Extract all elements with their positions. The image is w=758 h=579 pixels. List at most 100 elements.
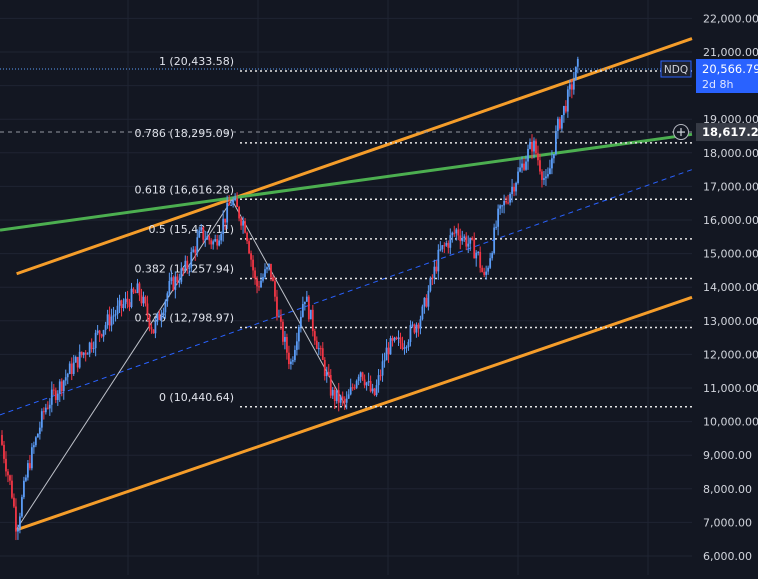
candle-body [270,263,272,278]
candle-body [423,297,426,307]
candle-body [425,297,428,307]
candle-body [403,347,406,349]
candle-body [260,280,262,288]
candle-body [307,296,310,320]
candle-body [72,362,75,374]
candle-body [23,480,25,498]
candle-body [297,326,300,342]
candle-body [560,115,563,129]
candle-body [409,325,412,342]
candle-body [266,267,268,270]
candle-body [525,161,527,170]
price-axis-tick-label: 21,000.00 [703,46,758,59]
candlesticks [1,56,579,541]
candle-body [487,267,490,272]
candle-body [413,324,416,333]
candle-body [443,245,446,247]
candle-body [196,237,199,253]
candle-body [236,198,239,207]
candle-body [164,301,167,313]
candle-body [465,236,468,247]
candle-body [315,340,318,349]
candle-body [375,385,378,396]
candle-body [102,330,105,337]
candle-body [513,186,515,192]
candle-body [200,227,203,231]
candle-body [128,302,131,308]
candle-body [417,324,420,329]
price-axis[interactable]: 6,000.00 7,000.00 8,000.00 9,000.00 10,000.0… [660,0,758,575]
price-overlays [0,68,692,141]
candle-body [343,398,346,403]
candle-body [82,352,85,356]
candle-body [359,372,362,377]
candle-body [32,445,35,448]
fib-level-label: 0 (10,440.64) [159,391,234,404]
candle-body [475,252,478,259]
candle-body [48,404,51,409]
candle-body [451,232,454,236]
candle-body [1,435,3,445]
candle-body [295,341,298,350]
candle-body [333,389,336,401]
candle-body [473,239,476,259]
candle-body [355,380,358,388]
candle-body [313,331,316,341]
candle-body [293,349,296,361]
candle-body [100,334,103,337]
candle-body [331,389,334,396]
candle-body [433,266,436,279]
candle-body [212,241,215,245]
candle-body [511,186,513,194]
candle-body [42,411,45,413]
candle-body [220,233,223,241]
candle-body [457,229,460,236]
candle-body [156,313,159,322]
candle-body [54,390,57,400]
candle-body [126,298,129,303]
candle-body [242,221,244,226]
price-axis-background [694,0,758,575]
candle-body [483,272,486,275]
candle-body [15,506,17,532]
candle-body [108,314,111,326]
candle-body [110,316,113,326]
candle-body [94,332,97,349]
candle-body [549,168,551,175]
candle-body [521,163,523,168]
candle-body [166,293,169,302]
candle-body [329,374,332,396]
candle-body [361,372,364,380]
candle-body [36,433,39,438]
candle-body [150,327,153,330]
price-axis-tick-label: 13,000.00 [703,315,758,328]
candle-body [192,249,195,253]
price-axis-tick-label: 7,000.00 [703,516,752,529]
candle-body [13,497,15,507]
candle-body [104,325,107,331]
candle-body [529,142,531,149]
candle-body [276,296,278,317]
candle-body [252,259,254,271]
candle-body [495,226,498,228]
symbol-badge[interactable]: NDQ [660,60,692,78]
candle-body [365,382,368,386]
candle-body [341,396,344,399]
candle-body [369,381,372,392]
candle-body [319,348,322,350]
price-axis-tick-label: 6,000.00 [703,550,752,563]
candle-body [3,444,5,459]
candle-body [248,241,250,254]
candle-body [84,352,87,355]
candle-body [505,200,507,203]
candle-body [531,142,533,152]
candle-body [98,330,101,335]
candle-body [407,341,410,348]
candle-body [30,447,33,469]
candle-body [429,277,432,291]
candle-body [60,381,63,392]
candle-body [34,437,37,446]
trend-line [0,132,693,232]
